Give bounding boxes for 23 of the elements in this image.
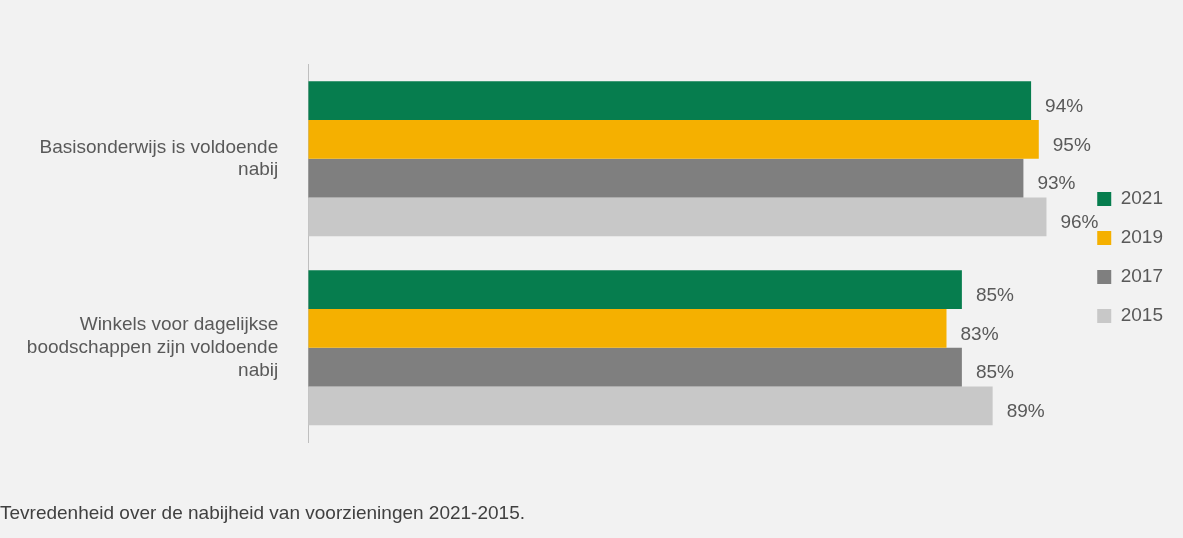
- bar: [308, 81, 1032, 120]
- text: Tevredenheid over de nabijheid van voorzieningen 2021-2015.: [0, 502, 525, 524]
- legend-label: 2015: [1120, 304, 1164, 326]
- bar: [308, 308, 947, 348]
- y-tick-label: Basisonderwijs is voldoende nabij: [39, 135, 279, 180]
- bar: [308, 158, 1024, 198]
- data-label: 89%: [1006, 400, 1045, 422]
- data-label: 83%: [960, 322, 999, 344]
- bar: [308, 197, 1047, 237]
- data-label: 96%: [1060, 211, 1099, 233]
- data-label: 93%: [1037, 172, 1076, 194]
- data-label: 85%: [975, 361, 1015, 383]
- bar: [308, 386, 993, 426]
- bar: [308, 347, 962, 387]
- y-tick-label: Winkels voor dagelijkse boodschappen zijn voldoende nabij: [26, 313, 279, 380]
- legend-label: 2019: [1120, 226, 1164, 248]
- data-label: 94%: [1045, 94, 1084, 116]
- data-label: 95%: [1052, 133, 1091, 155]
- bar: [308, 270, 962, 309]
- legend-label: 2017: [1120, 265, 1164, 287]
- data-label: 85%: [975, 283, 1015, 305]
- legend-label: 2021: [1120, 187, 1164, 209]
- bar: [308, 119, 1039, 159]
